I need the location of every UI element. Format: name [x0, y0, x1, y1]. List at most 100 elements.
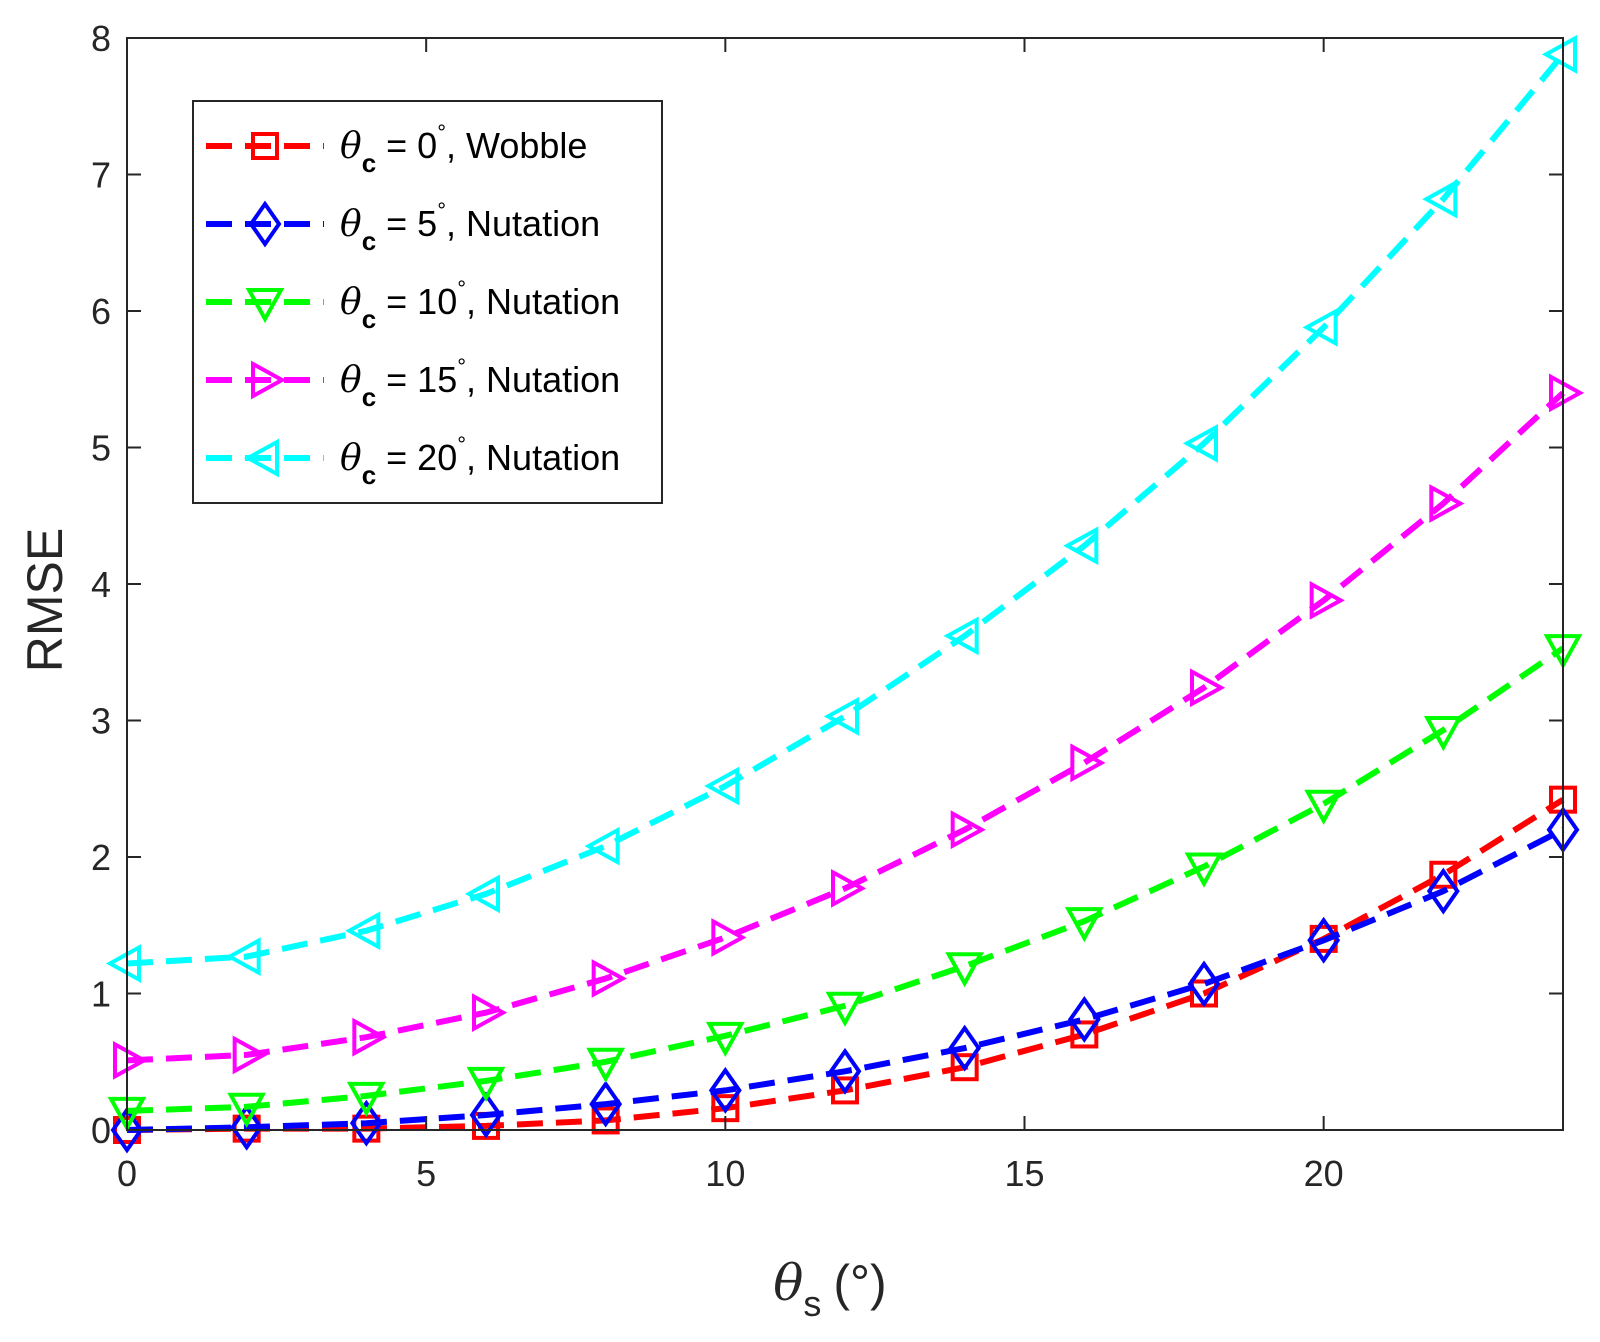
data-point	[589, 1080, 623, 1128]
data-point	[105, 944, 141, 983]
x-axis-subscript: s	[803, 1283, 821, 1324]
data-point	[1423, 716, 1463, 752]
x-axis-theta-symbol: θ	[773, 1254, 803, 1312]
data-point	[1541, 34, 1577, 74]
data-point	[352, 1017, 388, 1057]
data-point	[828, 1047, 862, 1095]
series-line	[126, 390, 1566, 1064]
data-point	[227, 1092, 267, 1128]
legend-marker	[251, 360, 287, 400]
series-line	[126, 645, 1565, 1114]
data-point	[591, 959, 627, 998]
x-tick-label: 20	[1304, 1153, 1344, 1194]
data-point	[1187, 960, 1221, 1008]
data-point	[232, 1035, 268, 1075]
data-point	[591, 1106, 620, 1135]
series-line	[126, 827, 1565, 1133]
data-point	[950, 1053, 979, 1082]
data-point	[831, 869, 867, 908]
data-point	[1429, 484, 1465, 523]
legend-box	[192, 100, 663, 504]
y-tick-label: 2	[91, 837, 111, 878]
data-point	[1302, 307, 1338, 347]
data-point	[704, 766, 740, 806]
x-tick-label: 10	[705, 1153, 745, 1194]
y-axis-title: RMSE	[17, 528, 73, 672]
data-point	[346, 1081, 386, 1118]
series-line	[126, 797, 1565, 1133]
legend-marker	[245, 288, 285, 324]
y-tick-label: 6	[91, 291, 111, 332]
series-1	[110, 806, 1580, 1154]
y-tick-label: 7	[91, 155, 111, 196]
data-point	[1184, 852, 1224, 888]
y-tick-label: 0	[91, 1110, 111, 1151]
data-point	[345, 911, 381, 951]
series-3	[113, 373, 1585, 1080]
data-point	[1190, 668, 1226, 708]
y-tick-label: 4	[91, 564, 111, 605]
legend-marker	[248, 200, 282, 248]
plot-area	[105, 34, 1585, 1154]
data-point	[1070, 1020, 1099, 1049]
data-point	[825, 991, 865, 1027]
y-tick-label: 1	[91, 974, 111, 1015]
data-point	[705, 1021, 745, 1057]
data-point	[948, 1024, 982, 1072]
series-4	[105, 34, 1577, 983]
data-point	[831, 1076, 859, 1105]
series-line	[126, 52, 1566, 967]
data-point	[1064, 907, 1104, 943]
data-point	[349, 1099, 383, 1147]
y-tick-label: 3	[91, 701, 111, 742]
legend-entry: θc = 20°, Nutation	[206, 432, 620, 490]
data-point	[469, 1091, 503, 1139]
data-point	[1304, 789, 1344, 825]
data-point	[1307, 916, 1341, 964]
data-point	[708, 1066, 742, 1114]
legend-entry: θc = 0°, Wobble	[206, 120, 587, 178]
data-point	[950, 810, 986, 850]
legend-marker	[243, 438, 279, 478]
data-point	[1426, 867, 1460, 915]
y-tick-label: 5	[91, 428, 111, 469]
x-tick-label: 15	[1004, 1153, 1044, 1194]
data-point	[110, 1106, 144, 1154]
x-tick-label: 0	[117, 1153, 137, 1194]
data-point	[945, 952, 985, 988]
data-point	[1422, 179, 1458, 219]
y-tick-label: 8	[91, 18, 111, 59]
legend-label: θc = 15°, Nutation	[340, 354, 620, 412]
data-point	[1429, 860, 1458, 889]
data-point	[113, 1040, 149, 1080]
data-point	[1067, 995, 1101, 1043]
data-point	[1182, 424, 1218, 463]
x-axis-title: θs (°)	[773, 1254, 886, 1324]
data-point	[472, 993, 508, 1032]
data-point	[586, 1047, 626, 1083]
legend-label: θc = 10°, Nutation	[340, 276, 620, 334]
data-point	[464, 874, 500, 914]
data-point	[823, 697, 859, 736]
legend-marker	[251, 132, 279, 160]
data-point	[1549, 373, 1585, 413]
data-point	[230, 1103, 264, 1151]
data-point	[711, 918, 747, 957]
data-point	[466, 1066, 506, 1103]
data-point	[1309, 580, 1345, 620]
x-axis-unit: (°)	[833, 1255, 886, 1311]
legend-entry: θc = 10°, Nutation	[206, 276, 620, 334]
legend-entry: θc = 15°, Nutation	[206, 354, 620, 412]
legend-label: θc = 5°, Nutation	[340, 198, 600, 256]
axes: 0 1 2 3 4 5 6 7 8 0 5 10 15 20	[91, 18, 1564, 1194]
legend-label: θc = 0°, Wobble	[340, 120, 587, 178]
legend-entry: θc = 5°, Nutation	[206, 198, 600, 256]
data-point	[1070, 743, 1106, 783]
data-point	[1063, 526, 1099, 566]
x-tick-label: 5	[416, 1153, 436, 1194]
legend-label: θc = 20°, Nutation	[340, 432, 620, 490]
legend: θc = 0°, Wobble θc = 5°, Nutation θc = 10°…	[192, 100, 663, 504]
data-point	[943, 616, 979, 656]
data-point	[584, 826, 620, 866]
